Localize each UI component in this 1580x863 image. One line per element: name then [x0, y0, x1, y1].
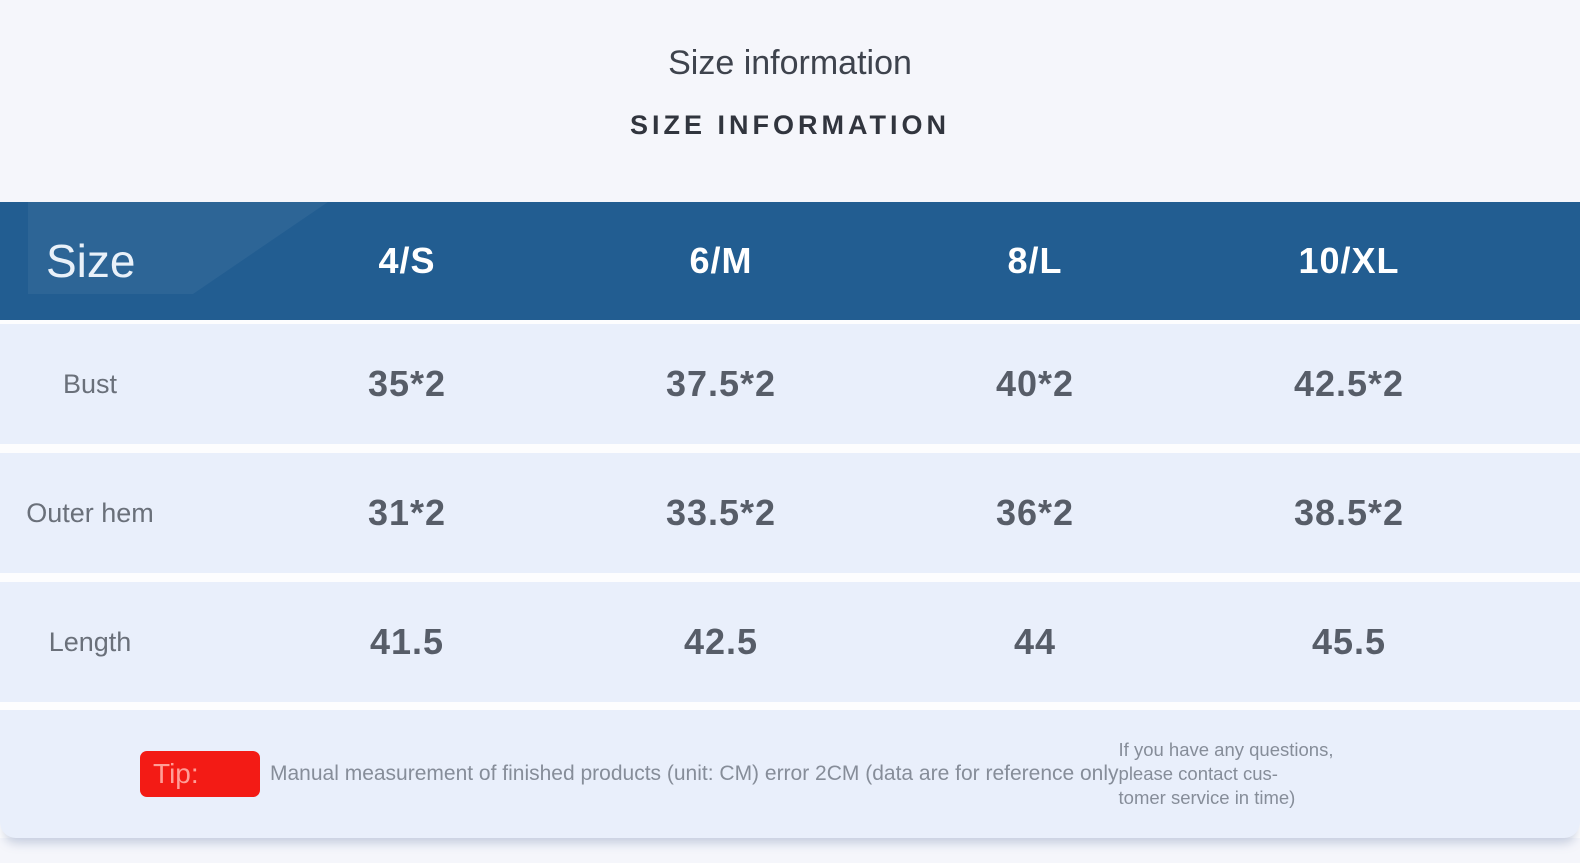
tip-badge: Tip:: [140, 751, 260, 797]
row-label-length: Length: [48, 626, 132, 657]
heading-block: Size information SIZE INFORMATION: [50, 0, 1530, 141]
measurement-note: Manual measurement of finished products …: [270, 762, 1119, 785]
bust-value-10xl: 42.5*2: [1293, 363, 1405, 404]
length-value-4s: 41.5: [369, 621, 445, 662]
size-table-header-row: Size 4/S 6/M 8/L 10/XL: [0, 202, 1580, 320]
outer-hem-value-4s: 31*2: [367, 492, 447, 533]
length-value-8l: 44: [1013, 621, 1057, 662]
length-value-6m: 42.5: [683, 621, 759, 662]
page-title: Size information: [668, 44, 912, 82]
length-value-10xl: 45.5: [1311, 621, 1387, 662]
row-label-bust: Bust: [62, 368, 118, 399]
bust-value-8l: 40*2: [995, 363, 1075, 404]
bust-value-6m: 37.5*2: [665, 363, 777, 404]
page-subtitle: SIZE INFORMATION: [630, 110, 950, 140]
header-col-6m: 6/M: [689, 240, 753, 281]
table-row-bust: Bust 35*2 37.5*2 40*2 42.5*2: [0, 324, 1580, 444]
table-row-outer-hem: Outer hem 31*2 33.5*2 36*2 38.5*2: [0, 453, 1580, 573]
header-col-10xl: 10/XL: [1298, 240, 1400, 281]
tip-badge-label: Tip:: [153, 758, 199, 789]
contact-note: If you have any questions, please contac…: [1119, 738, 1375, 810]
size-table: Size 4/S 6/M 8/L 10/XL Bust 35*2 37.5*2 …: [0, 202, 1580, 838]
table-row-length: Length 41.5 42.5 44 45.5: [0, 582, 1580, 702]
header-col-8l: 8/L: [1007, 240, 1063, 281]
outer-hem-value-10xl: 38.5*2: [1293, 492, 1405, 533]
table-footer-note-row: Tip: Manual measurement of finished prod…: [0, 710, 1580, 838]
bust-value-4s: 35*2: [367, 363, 447, 404]
header-col-4s: 4/S: [378, 240, 436, 281]
header-size-label: Size: [46, 235, 136, 287]
outer-hem-value-6m: 33.5*2: [665, 492, 777, 533]
contact-note-line1: If you have any questions, please contac…: [1118, 738, 1334, 784]
outer-hem-value-8l: 36*2: [995, 492, 1075, 533]
row-label-outer-hem: Outer hem: [26, 497, 154, 528]
contact-note-line2: tomer service in time): [1118, 787, 1296, 809]
